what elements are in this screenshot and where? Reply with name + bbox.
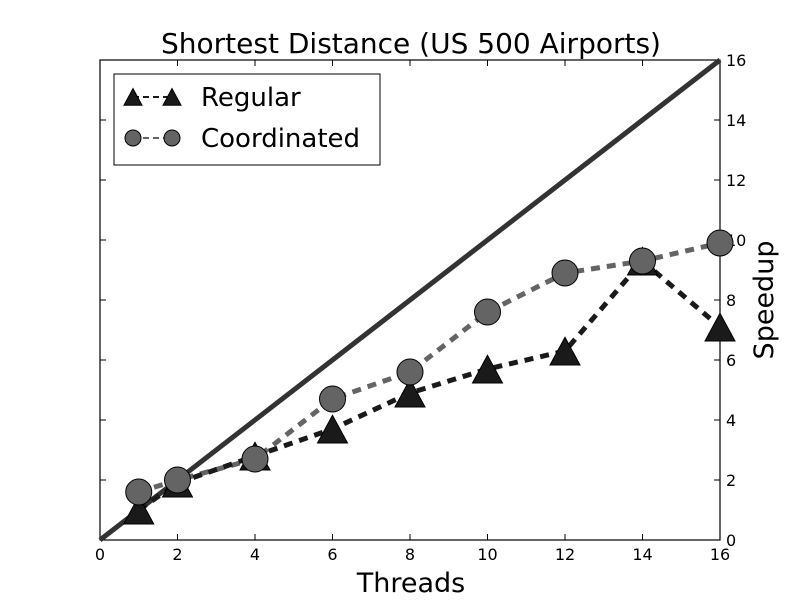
x-tick-label: 4 — [250, 545, 260, 564]
x-tick-label: 0 — [95, 545, 105, 564]
data-point-regular — [471, 354, 504, 384]
x-tick-label: 14 — [632, 545, 652, 564]
legend-marker-coordinated — [124, 129, 142, 147]
data-point-coordinated — [164, 466, 191, 494]
data-point-regular — [316, 414, 349, 444]
x-tick-label: 10 — [477, 545, 497, 564]
legend-label-coordinated: Coordinated — [201, 124, 360, 154]
data-point-coordinated — [629, 247, 656, 275]
legend-marker-coordinated — [163, 129, 181, 147]
data-point-coordinated — [319, 385, 346, 413]
y-tick-label: 14 — [726, 111, 746, 130]
y-tick-label: 0 — [726, 531, 736, 550]
y-axis-label: Speedup — [749, 241, 780, 360]
data-point-regular — [704, 312, 736, 342]
x-axis-label: Threads — [356, 568, 465, 599]
data-point-coordinated — [474, 298, 501, 326]
legend-marker-regular — [162, 87, 182, 106]
x-tick-label: 8 — [405, 545, 415, 564]
x-tick-label: 16 — [710, 545, 730, 564]
data-point-regular — [122, 495, 155, 525]
legend-marker-regular — [123, 87, 143, 106]
legend-box — [113, 73, 381, 166]
x-tick-label: 6 — [327, 545, 337, 564]
y-tick-label: 4 — [726, 411, 736, 430]
ideal-speedup-line — [98, 58, 722, 542]
y-tick-label: 16 — [726, 51, 746, 70]
data-point-coordinated — [706, 229, 734, 257]
data-point-coordinated — [241, 445, 269, 473]
plot-markers — [122, 229, 736, 525]
series-line-regular — [137, 257, 722, 513]
y-tick-label: 6 — [726, 351, 736, 370]
y-tick-label: 8 — [726, 291, 736, 310]
data-point-coordinated — [125, 478, 153, 506]
x-tick-label: 2 — [172, 545, 182, 564]
legend-label-regular: Regular — [201, 83, 301, 113]
data-point-regular — [394, 378, 426, 408]
legend: Regular Coordinated — [113, 73, 381, 166]
y-tick-label: 2 — [726, 471, 736, 490]
x-tick-label: 12 — [555, 545, 575, 564]
series-line-coordinated — [138, 240, 721, 495]
y-tick-label: 12 — [726, 171, 746, 190]
chart-title: Shortest Distance (US 500 Airports) — [161, 27, 661, 60]
data-point-coordinated — [551, 259, 579, 287]
data-point-regular — [549, 336, 581, 366]
data-point-coordinated — [396, 358, 424, 386]
